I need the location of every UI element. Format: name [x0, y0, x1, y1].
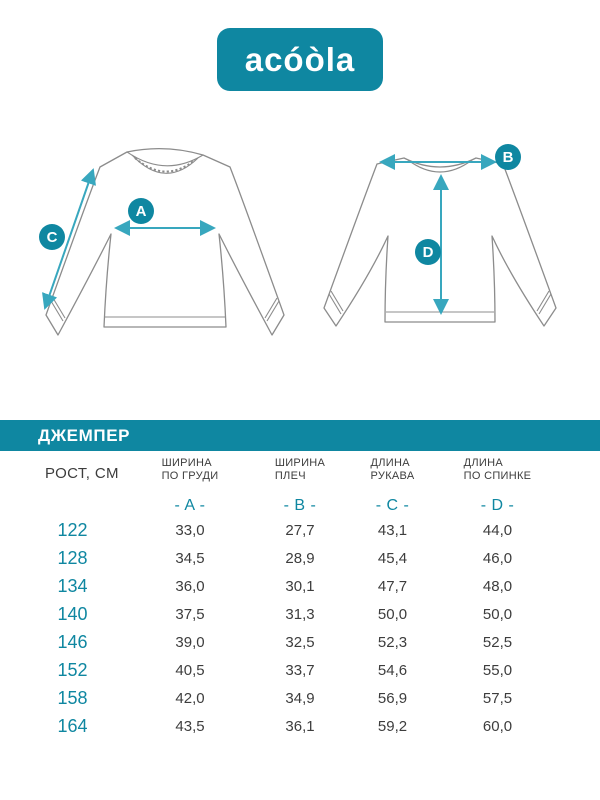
measurement-cell: 36,1 — [285, 717, 315, 735]
table-title: ДЖЕМПЕР — [38, 425, 131, 445]
column-header-d: ДЛИНА ПО СПИНКЕ — [463, 457, 532, 482]
measurement-cell: 50,0 — [482, 605, 513, 623]
table-row: 128 34,5 28,9 45,4 46,0 — [20, 544, 600, 572]
measurement-cell: 50,0 — [377, 605, 408, 623]
table-row: 146 39,0 32,5 52,3 52,5 — [20, 628, 600, 656]
height-column-header: РОСТ, СМ — [45, 465, 119, 482]
column-letter-a: - A - — [174, 497, 206, 514]
size-diagram: A C B D — [39, 144, 557, 336]
column-letter-d: - D - — [480, 497, 515, 514]
table-title-band: ДЖЕМПЕР — [0, 420, 600, 451]
row-height-cell: 122 — [57, 519, 88, 540]
row-height-cell: 140 — [57, 603, 88, 624]
measurement-cell: 47,7 — [377, 577, 408, 595]
row-height-cell: 164 — [57, 715, 88, 736]
dimension-badge-b: B — [495, 144, 521, 170]
column-header-a: ШИРИНА ПО ГРУДИ — [161, 457, 219, 482]
dimension-letter-c: C — [47, 229, 58, 246]
row-height-cell: 128 — [57, 547, 88, 568]
measurement-cell: 34,9 — [285, 689, 315, 707]
measurement-cell: 54,6 — [377, 661, 408, 679]
table-row: 152 40,5 33,7 54,6 55,0 — [20, 656, 600, 684]
measurement-cell: 32,5 — [285, 633, 315, 651]
dimension-badge-d: D — [415, 239, 441, 265]
measurement-cell: 59,2 — [377, 717, 408, 735]
table-row: 140 37,5 31,3 50,0 50,0 — [20, 600, 600, 628]
measurement-cell: 31,3 — [285, 605, 315, 623]
measurement-cell: 55,0 — [482, 661, 513, 679]
table-row: 134 36,0 30,1 47,7 48,0 — [20, 572, 600, 600]
dimension-badge-a: A — [128, 198, 154, 224]
table-row: 122 33,0 27,7 43,1 44,0 — [20, 516, 600, 544]
measurement-cell: 33,7 — [285, 661, 315, 679]
measurement-cell: 57,5 — [482, 689, 513, 707]
measurement-cell: 40,5 — [175, 661, 205, 679]
sleeve-length-arrow — [42, 168, 96, 310]
table-row: 158 42,0 34,9 56,9 57,5 — [20, 684, 600, 712]
brand-logo-text: acóòla — [244, 41, 356, 78]
measurement-cell: 43,1 — [377, 521, 408, 539]
table-row: 164 43,5 36,1 59,2 60,0 — [20, 712, 600, 740]
column-letters: - A - - B - - C - - D - — [20, 497, 600, 515]
measurement-cell: 39,0 — [175, 633, 205, 651]
measurement-cell: 60,0 — [482, 717, 513, 735]
dimension-letter-d: D — [423, 244, 434, 261]
row-height-cell: 158 — [57, 687, 88, 708]
measurement-cell: 42,0 — [175, 689, 205, 707]
measurement-cell: 34,5 — [175, 549, 205, 567]
measurement-cell: 33,0 — [175, 521, 205, 539]
measurement-cell: 37,5 — [175, 605, 205, 623]
size-table: 122 33,0 27,7 43,1 44,0 128 34,5 28,9 45… — [0, 516, 600, 740]
column-header-b: ШИРИНА ПЛЕЧ — [274, 457, 326, 482]
measurement-cell: 43,5 — [175, 717, 205, 735]
column-letter-b: - B - — [283, 497, 317, 514]
measurement-cell: 45,4 — [377, 549, 408, 567]
column-letter-c: - C - — [375, 497, 410, 514]
measurement-cell: 36,0 — [175, 577, 205, 595]
measurement-cell: 52,3 — [377, 633, 408, 651]
measurement-cell: 44,0 — [482, 521, 513, 539]
front-shirt — [45, 147, 285, 336]
row-height-cell: 134 — [57, 575, 88, 596]
measurement-cell: 48,0 — [482, 577, 513, 595]
dimension-letter-b: B — [503, 149, 514, 166]
row-height-cell: 152 — [57, 659, 88, 680]
dimension-badge-c: C — [39, 224, 65, 250]
row-height-cell: 146 — [57, 631, 88, 652]
measurement-cell: 30,1 — [285, 577, 315, 595]
measurement-cell: 56,9 — [377, 689, 408, 707]
column-headers: РОСТ, СМ ШИРИНА ПО ГРУДИ ШИРИНА ПЛЕЧ ДЛИ… — [20, 457, 600, 484]
column-header-c: ДЛИНА РУКАВА — [370, 457, 415, 482]
measurement-cell: 27,7 — [285, 521, 315, 539]
measurement-cell: 46,0 — [482, 549, 513, 567]
measurement-cell: 28,9 — [285, 549, 315, 567]
brand-logo: acóòla — [217, 28, 383, 91]
measurement-cell: 52,5 — [482, 633, 513, 651]
dimension-letter-a: A — [136, 203, 147, 220]
